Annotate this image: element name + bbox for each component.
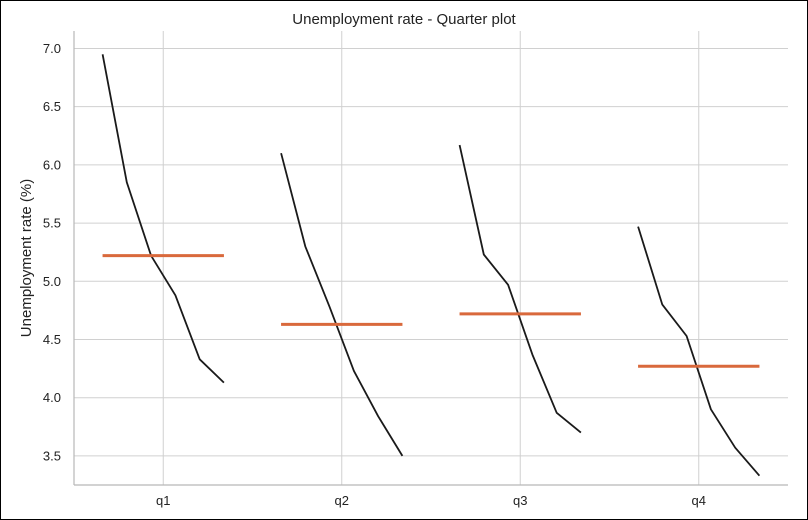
series-line-q1 [101, 54, 225, 384]
x-tick-label: q3 [513, 493, 527, 508]
label-layer: Unemployment rate - Quarter plot Unemplo… [18, 11, 517, 337]
grid-layer [74, 31, 788, 485]
series-line-q3 [458, 144, 582, 434]
y-tick-label: 6.0 [43, 157, 61, 172]
y-tick-label: 5.5 [43, 216, 61, 231]
series-layer [101, 54, 761, 477]
x-tick-label: q4 [692, 493, 706, 508]
axes-layer: 3.5 4.0 4.5 5.0 5.5 6.0 6.5 7.0 q1 q2 q3 q4 [43, 31, 788, 508]
mean-layer [102, 254, 760, 368]
y-axis-label: Unemployment rate (%) [18, 179, 35, 337]
y-tick-label: 7.0 [43, 41, 61, 56]
x-tick-label: q2 [335, 493, 349, 508]
series-line-q4 [637, 226, 761, 477]
y-tick-label: 3.5 [43, 448, 61, 463]
y-tick-label: 4.0 [43, 390, 61, 405]
chart-title: Unemployment rate - Quarter plot [292, 11, 516, 28]
y-tick-label: 5.0 [43, 274, 61, 289]
series-line-q2 [280, 152, 404, 457]
y-tick-label: 6.5 [43, 99, 61, 114]
y-tick-label: 4.5 [43, 332, 61, 347]
x-tick-label: q1 [156, 493, 170, 508]
